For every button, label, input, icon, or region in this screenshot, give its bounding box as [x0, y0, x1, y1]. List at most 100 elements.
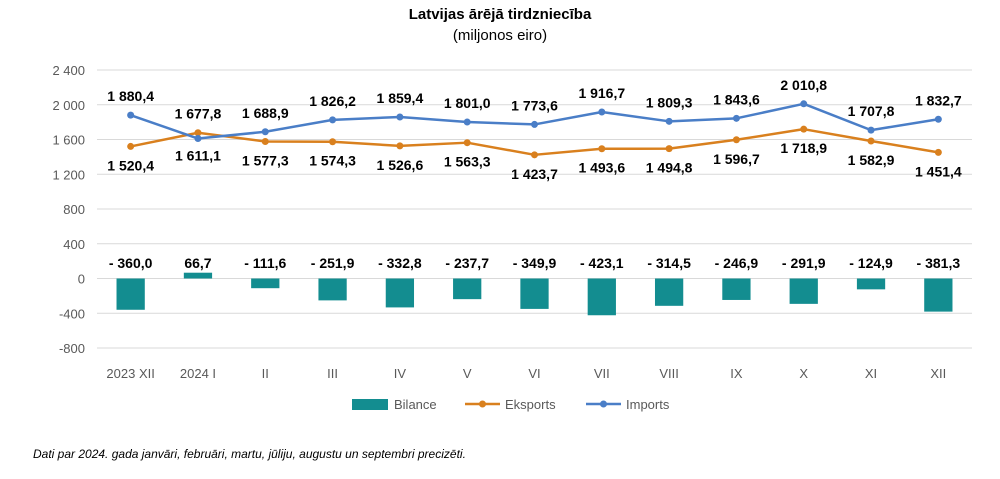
x-tick-label: 2023 XII [106, 366, 154, 381]
x-tick-label: VIII [659, 366, 679, 381]
y-tick-label: -400 [59, 306, 85, 321]
bilance-bar [251, 278, 280, 289]
x-tick-label: III [327, 366, 338, 381]
x-tick-label: IV [394, 366, 407, 381]
x-tick-label: VII [594, 366, 610, 381]
bilance-label: - 423,1 [580, 255, 624, 271]
bilance-bar [789, 278, 818, 304]
bilance-label: - 360,0 [109, 255, 153, 271]
x-tick-label: II [262, 366, 269, 381]
x-tick-label: VI [528, 366, 540, 381]
eksports-point [261, 137, 269, 145]
y-axis-ticks: 2 400 2 000 1 600 1 200 800 400 0 -400 -800 [52, 63, 85, 356]
bilance-bar [318, 278, 347, 301]
imports-label: 1 773,6 [511, 97, 558, 113]
eksports-point [934, 148, 942, 156]
bilance-bar [924, 278, 953, 312]
bilance-label: - 349,9 [513, 255, 557, 271]
x-tick-label: 2024 I [180, 366, 216, 381]
eksports-label: 1 596,7 [713, 151, 760, 167]
eksports-label: 1 677,8 [175, 106, 222, 122]
bilance-bar [654, 278, 684, 306]
eksports-point [732, 136, 740, 144]
bilance-label: 66,7 [184, 255, 211, 271]
bilance-label: - 124,9 [849, 255, 893, 271]
legend-label-bilance: Bilance [394, 397, 437, 412]
eksports-point [665, 145, 673, 153]
footnote: Dati par 2024. gada janvāri, februāri, m… [33, 447, 466, 461]
imports-label: 1 859,4 [377, 90, 424, 106]
bilance-bar [587, 278, 616, 316]
eksports-point [800, 125, 808, 133]
eksports-point [127, 142, 135, 150]
x-tick-label: XII [930, 366, 946, 381]
imports-label: 1 809,3 [646, 94, 693, 110]
bilance-label: - 291,9 [782, 255, 826, 271]
legend-label-imports: Imports [626, 397, 670, 412]
imports-point [934, 115, 942, 123]
eksports-label: 1 423,7 [511, 166, 558, 182]
legend-swatch-bilance [352, 399, 388, 410]
eksports-point [531, 151, 538, 159]
bilance-label: - 381,3 [917, 255, 961, 271]
bilance-label: - 246,9 [715, 255, 759, 271]
bilance-label: - 332,8 [378, 255, 422, 271]
imports-point [194, 135, 202, 143]
imports-label: 1 843,6 [713, 91, 760, 107]
legend-marker-eksports [479, 400, 486, 408]
eksports-label: 1 577,3 [242, 152, 289, 168]
eksports-point [396, 142, 404, 150]
imports-point [732, 114, 740, 122]
imports-point [867, 126, 875, 134]
bilance-label: - 111,6 [244, 255, 286, 271]
y-tick-label: 400 [63, 237, 85, 252]
eksports-point [463, 139, 471, 147]
bilance-bar [116, 278, 145, 310]
imports-point [463, 118, 471, 126]
bilance-bar [722, 278, 751, 300]
imports-label: 1 832,7 [915, 92, 962, 108]
imports-label: 1 611,1 [175, 148, 221, 164]
eksports-point [867, 137, 875, 145]
imports-point [531, 120, 538, 128]
imports-label: 1 688,9 [242, 105, 289, 121]
series-lines [127, 100, 942, 159]
y-tick-label: 2 400 [52, 63, 85, 78]
bilance-bars [116, 272, 953, 316]
imports-point [598, 108, 606, 116]
y-tick-label: 800 [63, 202, 85, 217]
chart-title: Latvijas ārējā tirdzniecība [408, 6, 592, 23]
imports-label: 1 826,2 [309, 93, 356, 109]
eksports-label: 1 574,3 [309, 153, 356, 169]
legend: Bilance Eksports Imports [352, 397, 670, 412]
imports-point [329, 116, 337, 124]
imports-point [396, 113, 404, 121]
bilance-bar [183, 272, 213, 279]
imports-label: 1 801,0 [444, 95, 491, 111]
imports-label: 1 916,7 [578, 85, 625, 101]
data-labels: - 360,0 66,7 - 111,6 - 251,9 - 332,8 - 237,7 -… [107, 77, 962, 271]
imports-point [665, 117, 673, 125]
imports-point [800, 100, 808, 108]
y-tick-label: 1 200 [52, 167, 85, 182]
imports-point [261, 128, 269, 136]
bilance-bar [856, 278, 886, 290]
eksports-label: 1 563,3 [444, 154, 491, 170]
x-tick-label: X [799, 366, 808, 381]
bilance-label: - 314,5 [647, 255, 691, 271]
x-axis-ticks: 2023 XII 2024 I II III IV V VI VII VIII IX X XI XII [106, 366, 946, 381]
imports-label: 1 880,4 [107, 88, 154, 104]
eksports-point [329, 138, 337, 146]
bilance-bar [385, 278, 415, 308]
eksports-point [194, 129, 202, 137]
chart-subtitle: (miljonos eiro) [452, 27, 548, 44]
eksports-label: 1 718,9 [780, 140, 827, 156]
imports-point [127, 111, 135, 119]
x-tick-label: IX [730, 366, 743, 381]
legend-label-eksports: Eksports [505, 397, 556, 412]
eksports-label: 1 520,4 [107, 157, 154, 173]
legend-marker-imports [600, 400, 607, 408]
eksports-label: 1 451,4 [915, 163, 962, 179]
imports-label: 2 010,8 [780, 77, 827, 93]
